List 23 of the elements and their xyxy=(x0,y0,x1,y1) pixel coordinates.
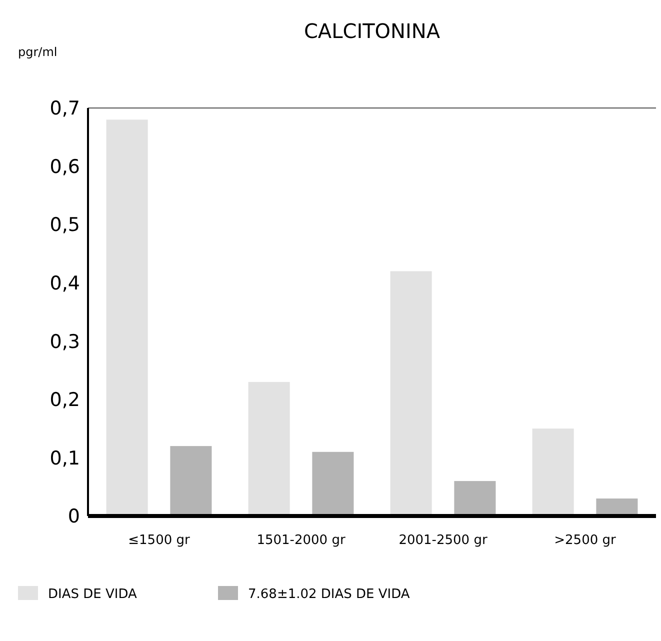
bar xyxy=(454,481,496,516)
chart-title: CALCITONINA xyxy=(304,19,440,43)
y-tick-label: 0,6 xyxy=(50,156,80,178)
legend-label: DIAS DE VIDA xyxy=(48,587,137,602)
y-tick-label: 0,2 xyxy=(50,389,80,412)
legend-label: 7.68±1.02 DIAS DE VIDA xyxy=(248,587,410,602)
x-tick-label: ≤1500 gr xyxy=(128,533,190,548)
y-tick-label: 0,7 xyxy=(50,98,80,120)
x-tick-label: 2001-2500 gr xyxy=(398,533,488,548)
bar xyxy=(106,120,148,516)
y-tick-label: 0,4 xyxy=(50,272,80,295)
y-axis-title: pgr/ml xyxy=(18,45,58,59)
bar xyxy=(170,446,212,516)
x-tick-label: 1501-2000 gr xyxy=(256,533,346,548)
y-tick-label: 0,1 xyxy=(50,447,80,470)
y-tick-label: 0,3 xyxy=(50,330,80,353)
bar xyxy=(248,382,290,516)
bar xyxy=(390,271,432,516)
x-tick-label: >2500 gr xyxy=(554,533,616,548)
bar xyxy=(312,452,354,516)
y-tick-label: 0,5 xyxy=(50,214,80,236)
y-tick-label: 0 xyxy=(68,506,80,528)
bar xyxy=(532,428,574,516)
